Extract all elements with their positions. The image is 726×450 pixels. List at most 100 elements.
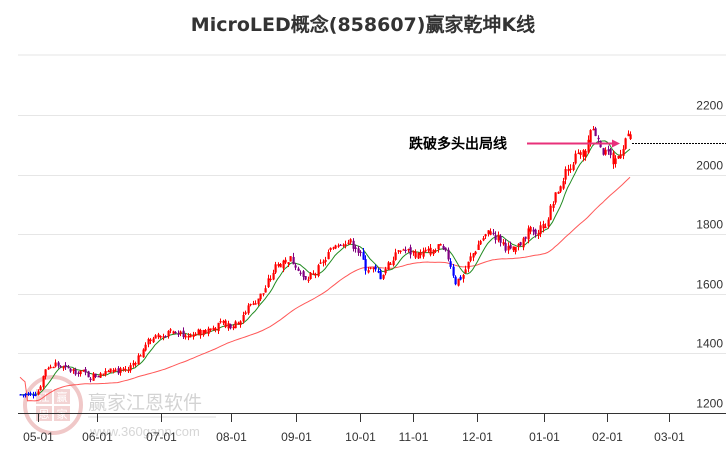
candle-body (502, 242, 505, 245)
candle-body (252, 303, 255, 305)
candle-body (49, 366, 52, 369)
candle-body (574, 153, 577, 164)
candle-body (22, 394, 25, 396)
x-tick-label: 10-01 (345, 430, 376, 444)
candle-body (37, 391, 40, 395)
candle-body (454, 276, 457, 285)
candle-body (309, 272, 312, 280)
candle-body (364, 259, 367, 271)
candle-body (479, 240, 482, 245)
candle-body (592, 129, 595, 131)
candle-body (462, 275, 465, 279)
x-tick-label: 09-01 (281, 430, 312, 444)
candle-body (207, 328, 210, 334)
candle-body (612, 152, 615, 165)
candle-body (594, 128, 597, 137)
candle-body (34, 394, 37, 396)
candle-body (52, 366, 55, 369)
x-tick-label: 07-01 (146, 430, 177, 444)
candle-body (187, 336, 190, 338)
candle-body (149, 339, 152, 342)
candle-body (219, 321, 222, 323)
candle-body (367, 270, 370, 273)
candle-body (189, 334, 192, 338)
candle-body (469, 256, 472, 261)
ma-long-path (19, 176, 631, 402)
candle-body (372, 267, 375, 270)
candle-body (77, 372, 80, 374)
candle-body (24, 393, 27, 396)
candle-body (174, 332, 177, 334)
candle-body (529, 226, 532, 232)
x-tick-label: 06-01 (82, 430, 113, 444)
candle-body (422, 251, 425, 257)
candle-body (507, 246, 510, 251)
candle-body (237, 322, 240, 325)
candle-body (539, 225, 542, 234)
candle-body (442, 246, 445, 249)
candle-body (272, 272, 275, 280)
candle-body (399, 250, 402, 252)
candle-body (249, 303, 252, 306)
candle-body (397, 250, 400, 252)
candle-body (584, 150, 587, 157)
candle-body (527, 228, 530, 240)
candle-body (347, 242, 350, 245)
candlesticks (19, 126, 632, 399)
candle-body (404, 249, 407, 252)
candle-body (109, 368, 112, 373)
candle-body (472, 253, 475, 258)
candle-body (519, 242, 522, 246)
y-tick-label: 1600 (696, 278, 723, 292)
arrow-head-icon (612, 139, 620, 148)
y-tick-label: 2200 (696, 99, 723, 113)
candle-body (262, 293, 265, 295)
candle-body (274, 264, 277, 273)
candle-body (222, 321, 225, 323)
candle-body (512, 246, 515, 251)
candle-body (217, 322, 220, 332)
candle-body (334, 245, 337, 249)
candle-body (412, 251, 415, 253)
candle-body (67, 366, 70, 369)
candle-body (452, 266, 455, 276)
candle-body (227, 323, 230, 329)
candle-body (429, 247, 432, 255)
x-tick-label: 03-01 (654, 430, 685, 444)
candle-body (159, 335, 162, 338)
candle-body (302, 271, 305, 277)
candle-body (64, 365, 67, 368)
candle-body (389, 263, 392, 265)
candle-body (554, 192, 557, 203)
candle-body (492, 232, 495, 234)
chart-title: MicroLED概念(858607)赢家乾坤K线 (190, 14, 536, 36)
candle-body (424, 249, 427, 252)
candle-body (154, 335, 157, 339)
candle-body (374, 266, 377, 270)
candle-body (484, 234, 487, 237)
candle-body (622, 148, 625, 156)
candle-body (139, 355, 142, 357)
candle-body (379, 271, 382, 280)
candle-body (182, 330, 185, 337)
candle-body (339, 244, 342, 246)
candle-body (517, 243, 520, 247)
ma-short-line (19, 140, 631, 396)
candle-body (202, 330, 205, 336)
candle-body (137, 355, 140, 365)
candle-body (329, 247, 332, 250)
watermark-url: www.360gann.com (89, 424, 200, 439)
candle-body (572, 164, 575, 170)
candle-body (239, 321, 242, 325)
candle-body (409, 247, 412, 255)
candle-body (254, 303, 257, 305)
x-tick-label: 01-01 (529, 430, 560, 444)
candle-body (124, 369, 127, 371)
candle-body (352, 240, 355, 249)
candle-body (582, 150, 585, 157)
candle-body (19, 394, 22, 396)
candle-body (127, 369, 130, 372)
candle-body (129, 365, 132, 371)
candle-body (464, 269, 467, 274)
candle-body (489, 231, 492, 235)
